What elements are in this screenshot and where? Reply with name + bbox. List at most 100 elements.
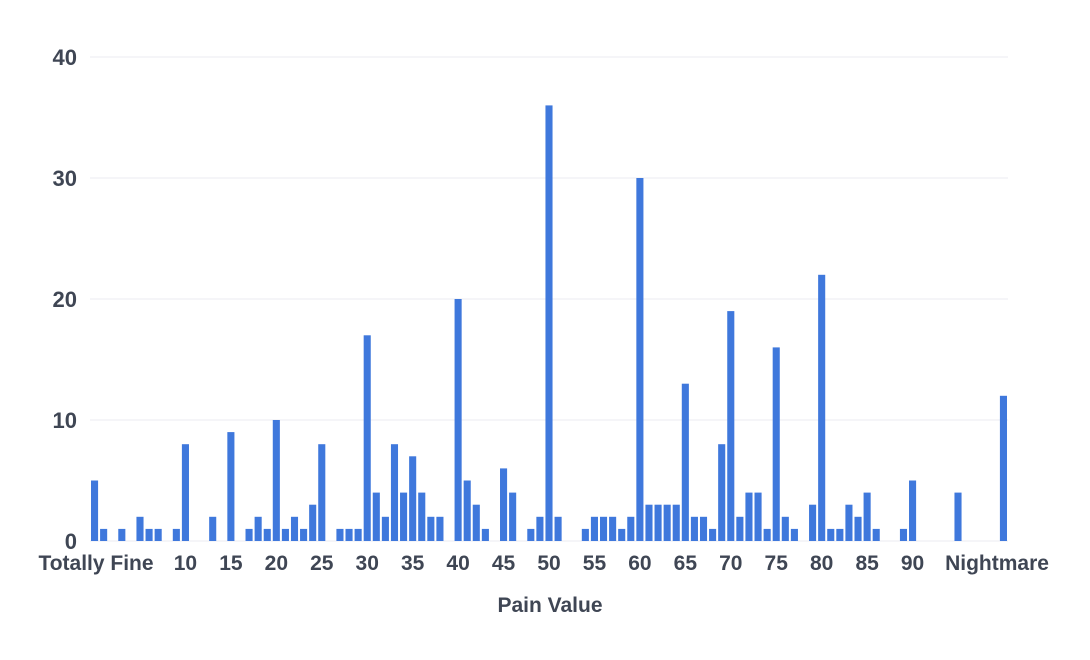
y-tick-label: 0 bbox=[65, 529, 77, 554]
bar-72 bbox=[745, 492, 753, 541]
y-tick-label: 20 bbox=[53, 287, 77, 312]
x-axis-tick-labels: Totally Fine 10 15 20 25 30 35 40 45 50 55 60 65 70 75… bbox=[38, 552, 1048, 575]
x-tick-label: 25 bbox=[310, 552, 334, 575]
bar-71 bbox=[736, 516, 744, 541]
x-tick-label: 65 bbox=[674, 552, 698, 575]
bar-54 bbox=[581, 528, 589, 541]
bar-37 bbox=[427, 516, 435, 541]
bar-73 bbox=[754, 492, 762, 541]
x-tick-label: 35 bbox=[401, 552, 425, 575]
bar-45 bbox=[500, 468, 508, 541]
bar-13 bbox=[209, 516, 217, 541]
x-tick-label: 40 bbox=[446, 552, 469, 575]
bar-55 bbox=[590, 516, 598, 541]
bar-48 bbox=[527, 528, 535, 541]
bar-65 bbox=[681, 383, 689, 541]
bar-76 bbox=[781, 516, 789, 541]
x-tick-label: 15 bbox=[219, 552, 243, 575]
bar-5 bbox=[136, 516, 144, 541]
x-tick-label: 20 bbox=[265, 552, 288, 575]
x-tick-label: 80 bbox=[810, 552, 833, 575]
x-tick-label: 60 bbox=[628, 552, 651, 575]
bar-24 bbox=[309, 504, 317, 541]
bar-50 bbox=[545, 105, 553, 542]
bar-81 bbox=[827, 528, 835, 541]
bar-63 bbox=[663, 504, 671, 541]
bar-90 bbox=[909, 480, 917, 541]
bar-69 bbox=[718, 444, 726, 541]
x-tick-label: 45 bbox=[492, 552, 516, 575]
bar-20 bbox=[272, 420, 280, 541]
x-tick-label: Totally Fine bbox=[38, 552, 153, 575]
bar-15 bbox=[227, 432, 235, 541]
x-tick-label: Nightmare bbox=[945, 552, 1049, 575]
bar-17 bbox=[245, 528, 253, 541]
bar-95 bbox=[954, 492, 962, 541]
bar-29 bbox=[354, 528, 362, 541]
bar-51 bbox=[554, 516, 562, 541]
bar-36 bbox=[418, 492, 426, 541]
bar-9 bbox=[172, 528, 180, 541]
bar-49 bbox=[536, 516, 544, 541]
bar-89 bbox=[899, 528, 908, 541]
bar-86 bbox=[872, 528, 880, 541]
bar-1 bbox=[100, 528, 108, 541]
bar-85 bbox=[863, 492, 871, 541]
bar-25 bbox=[318, 444, 326, 541]
bar-74 bbox=[763, 528, 771, 541]
bar-38 bbox=[436, 516, 444, 541]
x-axis-label: Pain Value bbox=[497, 594, 602, 617]
bar-56 bbox=[599, 516, 608, 541]
bar-22 bbox=[290, 516, 299, 541]
bar-27 bbox=[336, 528, 344, 541]
x-tick-label: 90 bbox=[901, 552, 924, 575]
bar-46 bbox=[509, 492, 517, 541]
bar-80 bbox=[818, 274, 826, 541]
bar-57 bbox=[609, 516, 617, 541]
bar-60 bbox=[636, 178, 644, 541]
bar-10 bbox=[181, 444, 189, 541]
y-tick-label: 40 bbox=[53, 45, 77, 70]
bar-77 bbox=[790, 528, 798, 541]
bar-34 bbox=[400, 492, 408, 541]
bar-19 bbox=[263, 528, 271, 541]
bar-30 bbox=[363, 335, 371, 541]
bar-61 bbox=[645, 504, 653, 541]
x-tick-label: 50 bbox=[537, 552, 560, 575]
bar-33 bbox=[390, 444, 399, 541]
bar-68 bbox=[709, 528, 717, 541]
bar-31 bbox=[372, 492, 380, 541]
x-tick-label: 55 bbox=[583, 552, 607, 575]
x-tick-label: 75 bbox=[765, 552, 789, 575]
bar-28 bbox=[345, 528, 353, 541]
bar-0 bbox=[90, 480, 99, 541]
bar-41 bbox=[463, 480, 471, 541]
bar-21 bbox=[281, 528, 289, 541]
y-axis-tick-labels: 0 10 20 30 40 bbox=[53, 45, 77, 554]
bar-7 bbox=[154, 528, 162, 541]
bar-83 bbox=[845, 504, 853, 541]
bar-79 bbox=[809, 504, 817, 541]
bar-35 bbox=[409, 456, 417, 541]
y-tick-label: 10 bbox=[53, 408, 77, 433]
bar-75 bbox=[772, 347, 780, 541]
x-tick-label: 70 bbox=[719, 552, 742, 575]
bar-100 bbox=[999, 395, 1008, 541]
y-tick-label: 30 bbox=[53, 166, 77, 191]
bar-42 bbox=[472, 504, 480, 541]
bar-66 bbox=[690, 516, 698, 541]
bar-18 bbox=[254, 516, 262, 541]
bar-3 bbox=[118, 528, 126, 541]
bar-59 bbox=[627, 516, 635, 541]
bar-84 bbox=[854, 516, 862, 541]
bars bbox=[90, 105, 1008, 542]
bar-43 bbox=[481, 528, 489, 541]
bar-82 bbox=[836, 528, 844, 541]
x-tick-label: 30 bbox=[356, 552, 379, 575]
bar-62 bbox=[654, 504, 662, 541]
bar-70 bbox=[727, 311, 735, 541]
bar-40 bbox=[454, 299, 462, 541]
bar-23 bbox=[300, 528, 308, 541]
x-tick-label: 85 bbox=[855, 552, 879, 575]
